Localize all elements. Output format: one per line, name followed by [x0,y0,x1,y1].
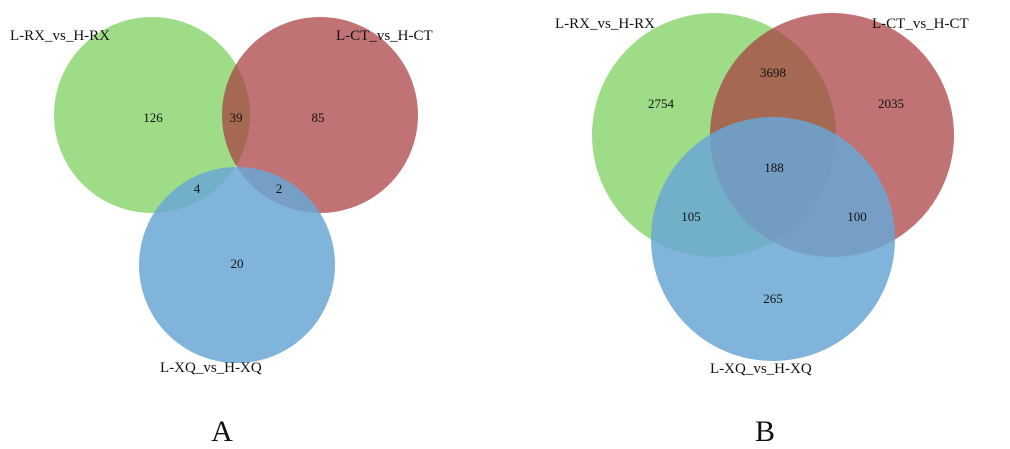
venn-diagram-a: L-RX_vs_H-RX L-CT_vs_H-CT L-XQ_vs_H-XQ 1… [10,17,433,448]
set-label-xq: L-XQ_vs_H-XQ [160,360,262,376]
set-label-ct: L-CT_vs_H-CT [872,16,969,32]
region-rx-only: 126 [143,110,163,125]
region-rx-xq: 4 [194,181,201,196]
set-label-rx: L-RX_vs_H-RX [10,28,110,44]
venn-diagram-b: L-RX_vs_H-RX L-CT_vs_H-CT L-XQ_vs_H-XQ 2… [555,13,969,448]
region-rx-ct: 39 [230,110,243,125]
region-rx-ct: 3698 [760,65,786,80]
set-circle-xq [651,117,895,361]
set-circle-ct [222,17,418,213]
region-all: 188 [764,160,784,175]
set-circle-xq [139,167,335,363]
region-xq-only: 265 [763,291,783,306]
region-xq-only: 20 [231,256,244,271]
set-circle-rx [54,17,250,213]
region-ct-xq: 2 [276,181,283,196]
region-ct-only: 2035 [878,96,904,111]
panel-label-b: B [755,415,775,448]
region-ct-only: 85 [312,110,325,125]
region-ct-xq: 100 [847,209,867,224]
set-label-xq: L-XQ_vs_H-XQ [710,361,812,377]
set-label-ct: L-CT_vs_H-CT [336,28,433,44]
panel-label-a: A [211,415,233,448]
set-label-rx: L-RX_vs_H-RX [555,16,655,32]
region-rx-only: 2754 [648,96,675,111]
region-rx-xq: 105 [681,209,701,224]
